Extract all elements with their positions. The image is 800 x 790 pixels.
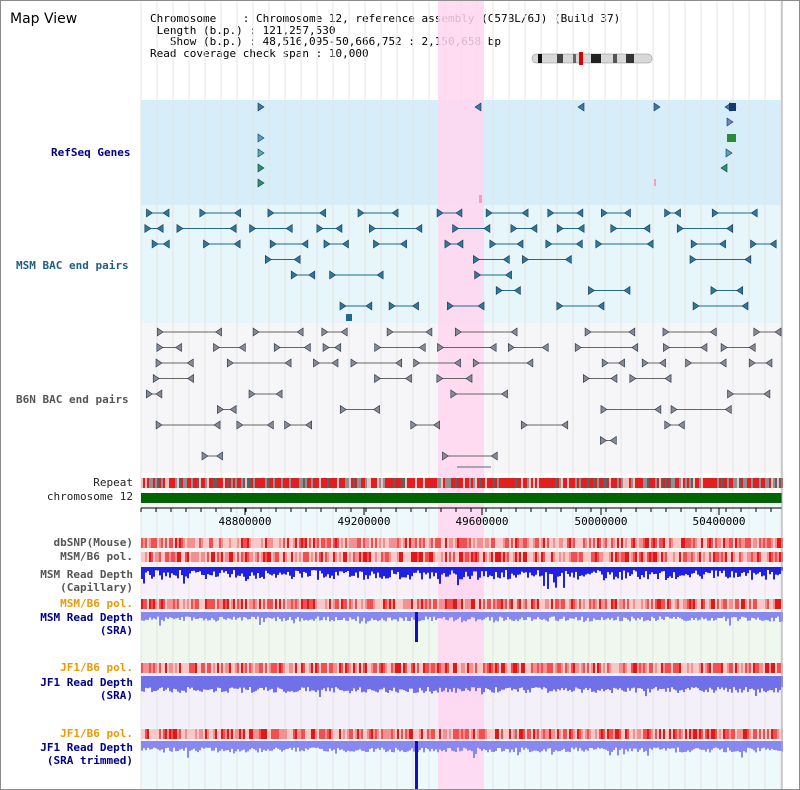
refseq-gene-marker[interactable] — [720, 163, 728, 173]
track-label-msm-read-depth-capillary-2[interactable]: (Capillary) — [60, 581, 133, 594]
refseq-gene-block[interactable] — [729, 103, 736, 111]
coverage-key: Read coverage check span — [150, 46, 309, 60]
track-label-jf1-read-depth-trimmed-1[interactable]: JF1 Read Depth — [40, 741, 133, 754]
axis-tick-label: 48800000 — [219, 515, 272, 528]
length-key: Length (b.p.) — [156, 23, 243, 37]
refseq-gene-marker[interactable] — [726, 117, 734, 127]
msm-bac-features[interactable] — [144, 208, 777, 321]
msm-b6-pol-heat-track-2[interactable] — [141, 599, 783, 609]
axis-tick-label: 49200000 — [338, 515, 391, 528]
refseq-gene-marker[interactable] — [653, 102, 661, 112]
track-label-jf1-read-depth-trimmed-2[interactable]: (SRA trimmed) — [46, 754, 133, 767]
length-value: 121,257,530 — [262, 23, 336, 37]
refseq-gene-marker[interactable] — [257, 133, 265, 143]
position-axis — [140, 507, 782, 515]
map-view-title: Map View — [10, 11, 78, 27]
track-label-chromosome[interactable]: chromosome 12 — [46, 490, 133, 503]
depth-spike[interactable] — [415, 612, 418, 642]
refseq-gene-marker[interactable] — [257, 102, 265, 112]
repeat-track[interactable] — [141, 478, 783, 488]
track-label-msm-read-depth-capillary-1[interactable]: MSM Read Depth — [40, 568, 133, 581]
axis-tick-label: 50000000 — [575, 515, 628, 528]
track-label-msm-b6-pol[interactable]: MSM/B6 pol. — [60, 550, 133, 563]
depth-spike[interactable] — [415, 741, 418, 790]
track-label-msm-read-depth-sra-1[interactable]: MSM Read Depth — [40, 611, 133, 624]
msm-capillary-depth-track[interactable] — [141, 567, 783, 589]
refseq-features[interactable] — [257, 102, 737, 203]
refseq-gene-marker[interactable] — [577, 102, 585, 112]
refseq-gene-block[interactable] — [727, 134, 736, 142]
refseq-gene-marker[interactable] — [474, 102, 482, 112]
ideogram-position-marker — [579, 52, 583, 65]
track-label-dbsnp[interactable]: dbSNP(Mouse) — [53, 536, 133, 549]
msm-b6-pol-heat-track[interactable] — [141, 552, 783, 562]
jf1-b6-pol-heat-track-2[interactable] — [141, 729, 783, 739]
track-label-jf1-b6-pol[interactable]: JF1/B6 pol. — [60, 661, 133, 674]
track-label-jf1-read-depth-sra-2[interactable]: (SRA) — [99, 689, 133, 702]
track-label-repeat[interactable]: Repeat — [93, 476, 133, 489]
refseq-gene-marker[interactable] — [257, 163, 265, 173]
jf1-sra-depth-track[interactable] — [141, 676, 783, 697]
show-key: Show (b.p.) — [169, 35, 243, 48]
track-label-refseq[interactable]: RefSeq Genes — [51, 146, 131, 159]
dbsnp-heat-track[interactable] — [141, 538, 783, 548]
refseq-gene-marker[interactable] — [257, 148, 265, 158]
jf1-b6-pol-heat-track[interactable] — [141, 663, 783, 673]
axis-tick-label: 49600000 — [456, 515, 509, 528]
track-label-msm-read-depth-sra-2[interactable]: (SRA) — [99, 624, 133, 637]
chromosome-key: Chromosome — [150, 12, 217, 25]
msm-sra-depth-track[interactable] — [141, 612, 783, 642]
refseq-gene-marker[interactable] — [257, 178, 265, 188]
highlight-region[interactable] — [438, 1, 484, 790]
track-label-b6n-bac[interactable]: B6N BAC end pairs — [16, 393, 129, 406]
chromosome-ideogram[interactable] — [531, 52, 653, 65]
chromosome-bar[interactable] — [141, 493, 782, 503]
track-label-msm-b6-pol-2[interactable]: MSM/B6 pol. — [60, 597, 133, 610]
axis-tick-label: 50400000 — [693, 515, 746, 528]
track-label-jf1-b6-pol-2[interactable]: JF1/B6 pol. — [60, 727, 133, 740]
jf1-sra-trimmed-depth-track[interactable] — [141, 741, 783, 790]
track-label-msm-bac[interactable]: MSM BAC end pairs — [16, 259, 129, 272]
refseq-gene-marker[interactable] — [725, 148, 733, 158]
track-label-jf1-read-depth-sra-1[interactable]: JF1 Read Depth — [40, 676, 133, 689]
b6n-bac-features[interactable] — [146, 327, 782, 468]
